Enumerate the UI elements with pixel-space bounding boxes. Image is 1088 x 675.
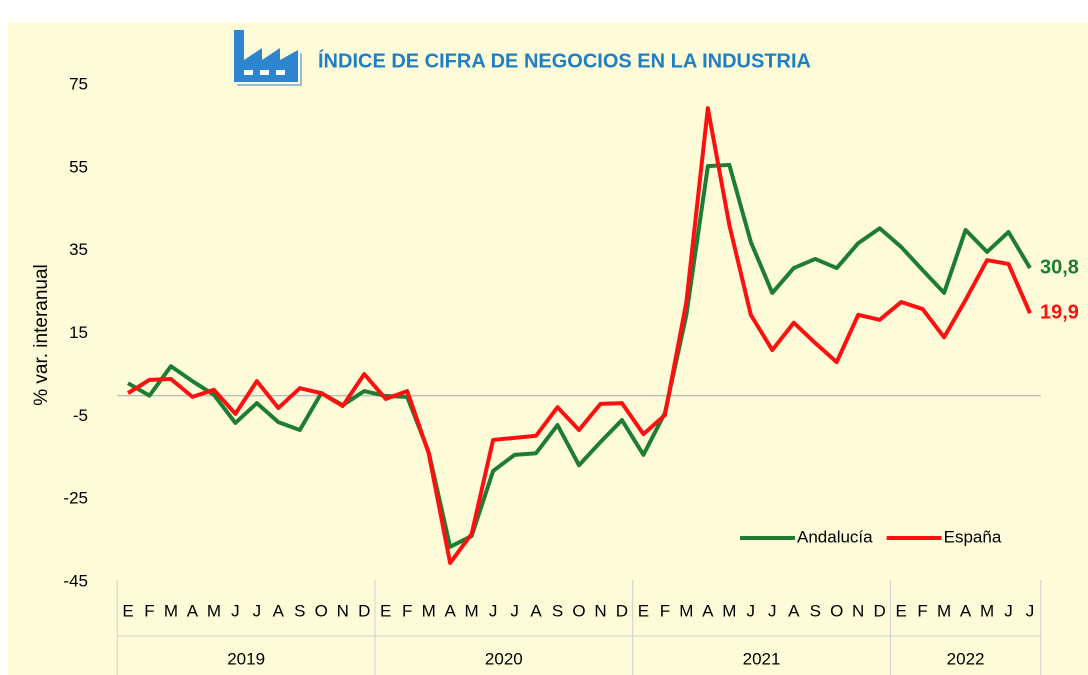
x-tick-label: A: [187, 601, 199, 620]
chart-title: ÍNDICE DE CIFRA DE NEGOCIOS EN LA INDUST…: [318, 49, 811, 72]
x-tick-label: A: [702, 601, 714, 620]
x-tick-label: J: [510, 601, 519, 620]
x-tick-label: D: [358, 601, 370, 620]
x-tick-label: O: [572, 601, 585, 620]
data-label: 19,9: [1040, 301, 1079, 323]
y-tick-label: 55: [69, 157, 88, 176]
x-tick-label: M: [679, 601, 693, 620]
x-tick-label: A: [960, 601, 972, 620]
x-tick-label: S: [294, 601, 305, 620]
legend-label: Andalucía: [797, 527, 873, 546]
x-tick-label: J: [1026, 601, 1035, 620]
x-tick-label: F: [660, 601, 670, 620]
x-tick-label: O: [830, 601, 843, 620]
y-tick-label: -25: [63, 489, 88, 508]
x-tick-label: E: [638, 601, 649, 620]
x-tick-label: J: [253, 601, 262, 620]
x-tick-label: D: [874, 601, 886, 620]
x-group-label: 2021: [743, 649, 781, 668]
x-tick-label: N: [852, 601, 864, 620]
x-tick-label: A: [530, 601, 542, 620]
x-tick-label: O: [315, 601, 328, 620]
y-tick-label: 35: [69, 240, 88, 259]
x-tick-label: A: [788, 601, 800, 620]
x-tick-label: M: [207, 601, 221, 620]
factory-icon: [234, 30, 302, 86]
y-tick-label: -5: [73, 406, 88, 425]
x-tick-label: J: [768, 601, 777, 620]
x-tick-label: F: [917, 601, 927, 620]
data-line: [126, 162, 1032, 549]
x-tick-label: E: [122, 601, 133, 620]
x-tick-label: J: [231, 601, 240, 620]
x-group-label: 2022: [947, 649, 985, 668]
x-tick-label: F: [144, 601, 154, 620]
x-tick-label: M: [164, 601, 178, 620]
x-tick-label: S: [810, 601, 821, 620]
x-tick-label: A: [273, 601, 285, 620]
x-tick-label: E: [895, 601, 906, 620]
y-tick-label: 75: [69, 74, 88, 93]
y-tick-label: -45: [63, 571, 88, 590]
x-tick-label: S: [552, 601, 563, 620]
y-tick-label: 15: [69, 323, 88, 342]
x-group-label: 2020: [485, 649, 523, 668]
x-tick-label: M: [465, 601, 479, 620]
x-tick-label: D: [616, 601, 628, 620]
x-tick-label: M: [937, 601, 951, 620]
x-tick-label: N: [337, 601, 349, 620]
data-line: [126, 106, 1032, 565]
x-tick-label: A: [444, 601, 456, 620]
x-tick-label: E: [380, 601, 391, 620]
y-axis-label: % var. interanual: [31, 264, 52, 406]
x-tick-label: M: [722, 601, 736, 620]
x-tick-label: J: [747, 601, 756, 620]
background: [8, 22, 1088, 675]
x-group-label: 2019: [227, 649, 265, 668]
x-tick-label: N: [594, 601, 606, 620]
data-label: 30,8: [1040, 256, 1079, 278]
x-tick-label: F: [402, 601, 412, 620]
x-tick-label: J: [1004, 601, 1013, 620]
x-tick-label: J: [489, 601, 498, 620]
legend-label: España: [944, 527, 1002, 546]
x-tick-label: M: [422, 601, 436, 620]
x-tick-label: M: [980, 601, 994, 620]
